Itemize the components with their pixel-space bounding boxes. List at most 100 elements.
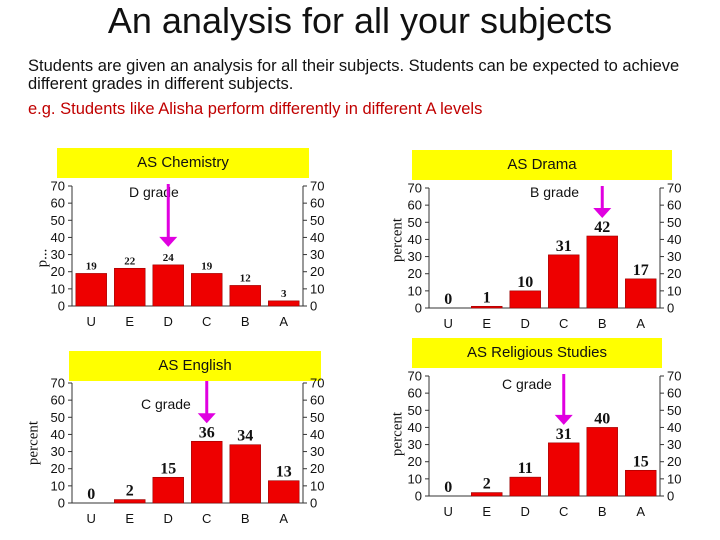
y-tick-label: 50 xyxy=(667,403,681,418)
data-label: 17 xyxy=(633,262,649,279)
chart-title-banner: AS Chemistry xyxy=(57,148,309,178)
y-tick-label: 40 xyxy=(310,230,324,245)
data-label: 19 xyxy=(201,260,213,272)
arrow-head xyxy=(159,236,178,247)
x-tick-label: B xyxy=(241,314,250,329)
y-tick-label: 70 xyxy=(667,369,681,384)
y-tick-label: 0 xyxy=(415,489,422,504)
data-label: 22 xyxy=(124,255,136,267)
bar xyxy=(625,469,657,497)
data-label: 15 xyxy=(160,460,176,477)
x-tick-label: C xyxy=(559,504,568,519)
bar-chart: 0 0 10 10 20 20 30 30 40 40 50 50 60 60 70 70 percent 0 U 2… xyxy=(26,376,325,527)
x-tick-label: U xyxy=(87,314,96,329)
bar xyxy=(509,290,541,309)
y-tick-label: 10 xyxy=(310,281,324,296)
y-tick-label: 60 xyxy=(408,386,422,401)
y-axis-title: percent xyxy=(390,411,406,456)
y-tick-label: 50 xyxy=(408,215,422,230)
data-label: 36 xyxy=(199,424,215,441)
grade-annotation: C grade xyxy=(502,376,552,392)
y-tick-label: 50 xyxy=(667,215,681,230)
data-label: 42 xyxy=(594,219,610,236)
data-label: 2 xyxy=(483,476,491,493)
data-label: 31 xyxy=(556,426,572,443)
y-tick-label: 0 xyxy=(58,496,65,511)
x-tick-label: C xyxy=(202,511,211,526)
y-axis-title: percent xyxy=(390,217,406,262)
bar xyxy=(191,440,223,504)
data-label: 0 xyxy=(87,486,95,503)
data-label: 31 xyxy=(556,238,572,255)
data-label: 2 xyxy=(126,483,134,500)
y-tick-label: 60 xyxy=(51,393,65,408)
y-tick-label: 0 xyxy=(667,489,674,504)
y-tick-label: 60 xyxy=(310,196,324,211)
arrow-head xyxy=(554,414,573,425)
y-tick-label: 70 xyxy=(51,376,65,391)
data-label: 13 xyxy=(276,464,292,481)
y-tick-label: 60 xyxy=(51,196,65,211)
bar xyxy=(625,278,657,309)
x-tick-label: C xyxy=(559,316,568,331)
y-tick-label: 10 xyxy=(51,478,65,493)
pointer-arrow-icon xyxy=(197,381,216,424)
pointer-arrow-icon xyxy=(159,184,178,247)
intro-text: Students are given an analysis for all t… xyxy=(28,57,680,93)
x-tick-label: B xyxy=(241,511,250,526)
y-tick-label: 40 xyxy=(667,232,681,247)
y-tick-label: 40 xyxy=(408,232,422,247)
y-tick-label: 10 xyxy=(408,283,422,298)
y-tick-label: 40 xyxy=(51,427,65,442)
x-tick-label: A xyxy=(279,314,288,329)
y-tick-label: 20 xyxy=(408,454,422,469)
x-tick-label: A xyxy=(279,511,288,526)
data-label: 12 xyxy=(240,272,252,284)
y-tick-label: 30 xyxy=(667,249,681,264)
page-title: An analysis for all your subjects xyxy=(107,0,613,41)
y-axis-title: percent xyxy=(26,420,42,465)
data-label: 24 xyxy=(163,252,175,264)
x-tick-label: U xyxy=(87,511,96,526)
y-tick-label: 30 xyxy=(408,437,422,452)
bar xyxy=(75,273,107,307)
bar-chart: 0 0 10 10 20 20 30 30 40 40 50 50 60 60 70 70 p... 19 U 22 E… xyxy=(35,179,325,330)
example-text: e.g. Students like Alisha perform differ… xyxy=(28,100,483,118)
data-label: 34 xyxy=(237,428,253,445)
y-tick-label: 30 xyxy=(310,247,324,262)
data-label: 40 xyxy=(594,410,610,427)
pointer-arrow-icon xyxy=(593,186,612,218)
bar xyxy=(229,444,261,504)
bar-chart: 0 0 10 10 20 20 30 30 40 40 50 50 60 60 70 70 percent 0 U 2… xyxy=(390,369,682,520)
y-tick-label: 70 xyxy=(408,369,422,384)
x-tick-label: E xyxy=(482,316,491,331)
x-tick-label: A xyxy=(636,504,645,519)
y-tick-label: 10 xyxy=(667,283,681,298)
x-tick-label: E xyxy=(482,504,491,519)
y-tick-label: 30 xyxy=(51,247,65,262)
y-tick-label: 70 xyxy=(310,376,324,391)
y-tick-label: 0 xyxy=(415,301,422,316)
data-label: 11 xyxy=(518,460,533,477)
bar xyxy=(114,499,146,504)
x-tick-label: D xyxy=(521,504,530,519)
y-tick-label: 30 xyxy=(408,249,422,264)
y-tick-label: 0 xyxy=(310,496,317,511)
y-tick-label: 40 xyxy=(667,420,681,435)
y-tick-label: 50 xyxy=(51,410,65,425)
y-tick-label: 70 xyxy=(310,179,324,194)
y-tick-label: 50 xyxy=(310,410,324,425)
y-tick-label: 20 xyxy=(408,266,422,281)
y-axis-title: p... xyxy=(35,249,51,268)
y-tick-label: 10 xyxy=(408,471,422,486)
bar xyxy=(152,476,184,504)
bar xyxy=(268,300,300,307)
chart-title-banner: AS English xyxy=(69,351,321,381)
bar xyxy=(471,305,503,309)
y-tick-label: 20 xyxy=(667,454,681,469)
bar xyxy=(152,264,184,307)
grade-annotation: B grade xyxy=(530,184,580,200)
arrow-head xyxy=(593,208,612,218)
chart-panel-religious-studies: AS Religious Studies C grade 0 0 10 10 20 20 3… xyxy=(382,338,702,528)
bar xyxy=(586,427,618,497)
